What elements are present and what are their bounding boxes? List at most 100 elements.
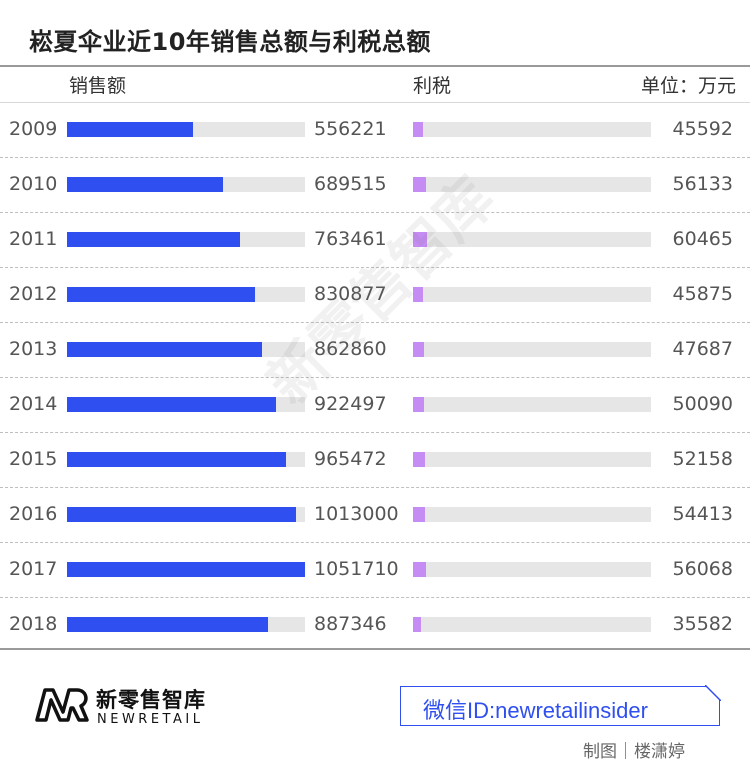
sales-value-label: 965472 [314, 448, 387, 470]
row-separator [0, 542, 750, 543]
row-separator [0, 597, 750, 598]
top-rule [0, 65, 750, 67]
sales-value-label: 830877 [314, 283, 387, 305]
tax-bar [413, 177, 426, 192]
sales-value-label: 887346 [314, 613, 387, 635]
sales-bar-track [67, 342, 305, 357]
tax-value-label: 52158 [672, 448, 733, 470]
wechat-id-box: 微信ID:newretailinsider [400, 685, 721, 726]
row-separator [0, 157, 750, 158]
sales-bar-track [67, 122, 305, 137]
chart-row: 2013 862860 47687 [0, 323, 750, 378]
year-label: 2011 [9, 228, 58, 250]
folded-corner-icon [705, 685, 721, 701]
tax-value-label: 47687 [672, 338, 733, 360]
chart-row: 2011 763461 60465 [0, 213, 750, 268]
year-label: 2014 [9, 393, 58, 415]
sales-value-label: 922497 [314, 393, 387, 415]
year-label: 2018 [9, 613, 58, 635]
chart-row: 2012 830877 45875 [0, 268, 750, 323]
row-separator [0, 267, 750, 268]
sales-bar-track [67, 452, 305, 467]
newretail-logo-icon [35, 688, 89, 722]
sales-value-label: 763461 [314, 228, 387, 250]
header-divider [0, 102, 750, 103]
sales-bar-track [67, 507, 305, 522]
row-separator [0, 377, 750, 378]
chart-row: 2017 1051710 56068 [0, 543, 750, 598]
sales-bar-track [67, 617, 305, 632]
tax-value-label: 50090 [672, 393, 733, 415]
chart-row: 2014 922497 50090 [0, 378, 750, 433]
chart-rows: 2009 556221 45592 2010 689515 56133 2011 763461… [0, 103, 750, 653]
chart-row: 2016 1013000 54413 [0, 488, 750, 543]
tax-bar [413, 452, 425, 467]
row-separator [0, 212, 750, 213]
tax-value-label: 56068 [672, 558, 733, 580]
year-label: 2009 [9, 118, 58, 140]
chart-row: 2009 556221 45592 [0, 103, 750, 158]
sales-bar [67, 397, 276, 412]
tax-bar-track [413, 452, 651, 467]
tax-value-label: 54413 [672, 503, 733, 525]
year-label: 2012 [9, 283, 58, 305]
sales-bar-track [67, 177, 305, 192]
tax-bar [413, 562, 426, 577]
brand-name-en: NEWRETAIL [97, 712, 204, 727]
tax-bar [413, 122, 424, 137]
tax-column-header: 利税 [413, 75, 452, 97]
sales-bar [67, 507, 297, 522]
sales-bar [67, 562, 305, 577]
sales-bar [67, 177, 223, 192]
year-label: 2013 [9, 338, 58, 360]
tax-value-label: 45875 [672, 283, 733, 305]
sales-value-label: 556221 [314, 118, 387, 140]
tax-bar-track [413, 232, 651, 247]
tax-bar [413, 397, 425, 412]
year-label: 2016 [9, 503, 58, 525]
tax-bar [413, 617, 422, 632]
sales-bar-track [67, 562, 305, 577]
tax-bar [413, 287, 424, 302]
sales-bar [67, 232, 240, 247]
tax-bar-track [413, 342, 651, 357]
sales-bar [67, 617, 268, 632]
sales-value-label: 1051710 [314, 558, 399, 580]
tax-value-label: 35582 [672, 613, 733, 635]
row-separator [0, 432, 750, 433]
year-label: 2015 [9, 448, 58, 470]
row-separator [0, 487, 750, 488]
unit-label: 单位：万元 [640, 75, 736, 97]
sales-value-label: 862860 [314, 338, 387, 360]
chart-credit: 制图｜楼潇婷 [583, 742, 685, 762]
sales-bar-track [67, 287, 305, 302]
tax-bar [413, 232, 427, 247]
year-label: 2017 [9, 558, 58, 580]
chart-row: 2015 965472 52158 [0, 433, 750, 488]
tax-value-label: 45592 [672, 118, 733, 140]
sales-bar [67, 122, 193, 137]
chart-row: 2010 689515 56133 [0, 158, 750, 213]
sales-bar-track [67, 232, 305, 247]
brand-name-cn: 新零售智库 [96, 688, 206, 712]
tax-bar-track [413, 507, 651, 522]
year-label: 2010 [9, 173, 58, 195]
sales-bar [67, 452, 286, 467]
tax-bar-track [413, 287, 651, 302]
row-separator [0, 322, 750, 323]
tax-bar-track [413, 617, 651, 632]
sales-column-header: 销售额 [69, 75, 127, 97]
sales-value-label: 1013000 [314, 503, 399, 525]
tax-bar [413, 507, 426, 522]
sales-bar [67, 287, 255, 302]
tax-bar [413, 342, 424, 357]
chart-row: 2018 887346 35582 [0, 598, 750, 653]
bottom-rule [0, 648, 750, 650]
wechat-id-text: 微信ID:newretailinsider [423, 698, 648, 723]
tax-bar-track [413, 562, 651, 577]
chart-title: 崧夏伞业近10年销售总额与利税总额 [29, 28, 431, 56]
tax-value-label: 60465 [672, 228, 733, 250]
sales-bar [67, 342, 263, 357]
sales-bar-track [67, 397, 305, 412]
tax-bar-track [413, 177, 651, 192]
